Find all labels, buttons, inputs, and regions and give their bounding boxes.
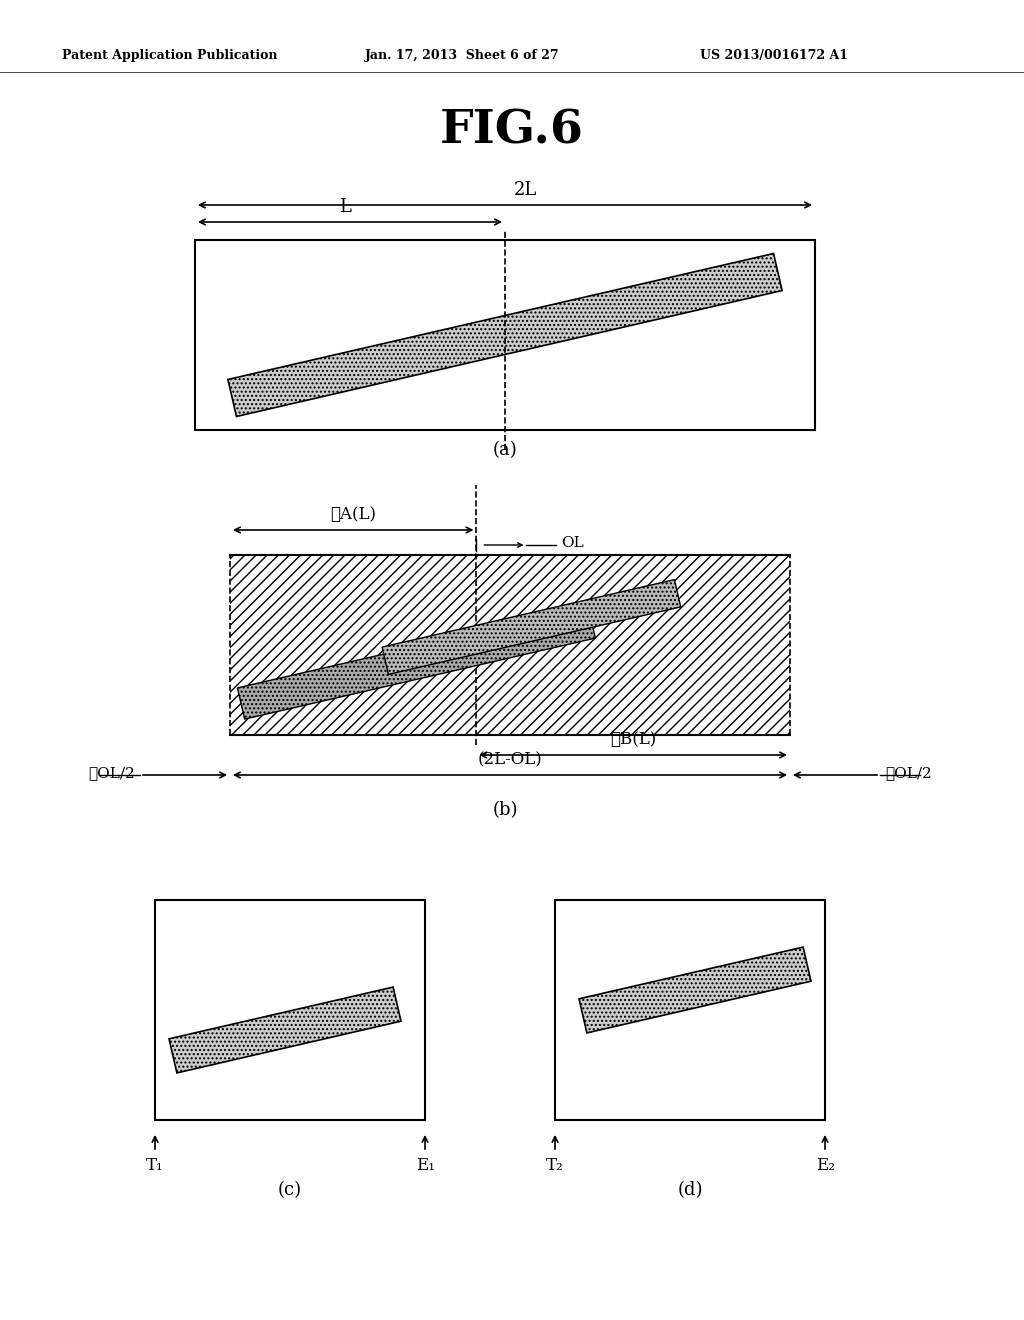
Polygon shape (238, 607, 595, 719)
Text: E₁: E₁ (416, 1156, 434, 1173)
Polygon shape (579, 946, 811, 1034)
Polygon shape (228, 253, 782, 417)
Text: (d): (d) (677, 1181, 702, 1199)
Text: ①OL/2: ①OL/2 (885, 766, 932, 780)
Bar (555, 900, 825, 1119)
Text: (2L-OL): (2L-OL) (477, 751, 543, 768)
Text: 2L: 2L (513, 181, 537, 199)
Text: ④B(L): ④B(L) (610, 731, 656, 748)
Text: ①OL/2: ①OL/2 (88, 766, 135, 780)
Text: Jan. 17, 2013  Sheet 6 of 27: Jan. 17, 2013 Sheet 6 of 27 (365, 49, 560, 62)
Text: Patent Application Publication: Patent Application Publication (62, 49, 278, 62)
Text: E₂: E₂ (815, 1156, 835, 1173)
Polygon shape (382, 579, 681, 675)
Bar (230, 554, 790, 735)
Text: US 2013/0016172 A1: US 2013/0016172 A1 (700, 49, 848, 62)
Text: OL: OL (561, 536, 584, 550)
Bar (195, 240, 815, 430)
Text: L: L (339, 198, 351, 216)
Text: (c): (c) (278, 1181, 302, 1199)
Text: T₂: T₂ (546, 1156, 564, 1173)
Text: ③A(L): ③A(L) (330, 506, 376, 523)
Text: (b): (b) (493, 801, 518, 818)
Text: T₁: T₁ (146, 1156, 164, 1173)
Bar (155, 900, 425, 1119)
Text: (a): (a) (493, 441, 517, 459)
Text: FIG.6: FIG.6 (440, 107, 584, 153)
Polygon shape (169, 987, 401, 1073)
